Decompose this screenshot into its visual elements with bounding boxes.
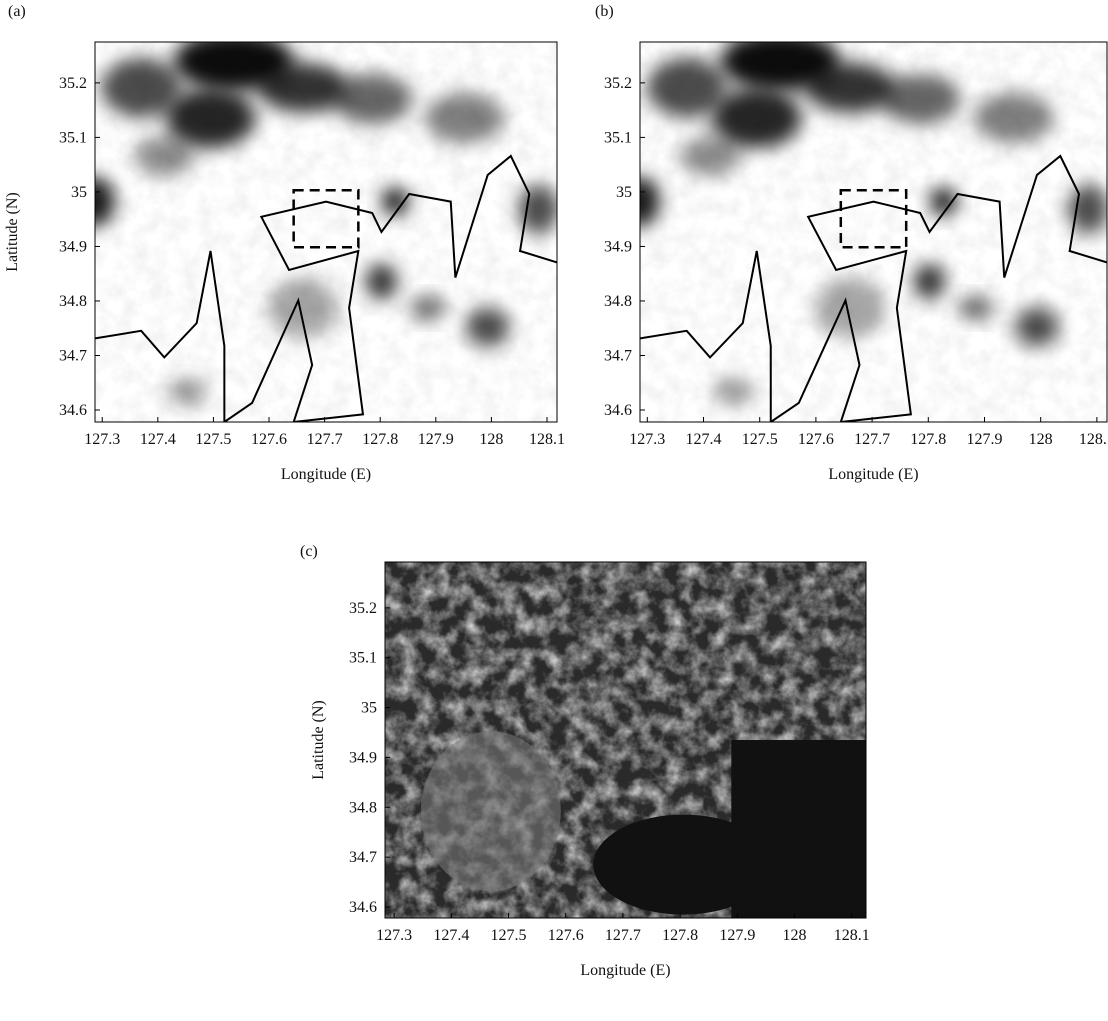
x-tick-label: 128 bbox=[1029, 431, 1053, 448]
x-axis-label: Longitude (E) bbox=[281, 466, 371, 483]
y-tick-label: 35.2 bbox=[59, 75, 87, 92]
y-tick-label: 34.6 bbox=[349, 899, 377, 916]
y-tick-label: 35.1 bbox=[604, 129, 632, 146]
x-tick-label: 128 bbox=[479, 431, 503, 448]
terrain bbox=[647, 58, 727, 118]
terrain bbox=[167, 378, 207, 406]
y-tick-label: 34.7 bbox=[59, 347, 87, 364]
terrain bbox=[974, 93, 1054, 143]
y-tick-label: 34.6 bbox=[59, 402, 87, 419]
y-tick-label: 35.2 bbox=[349, 600, 377, 617]
x-tick-label: 127.5 bbox=[195, 431, 231, 448]
y-tick-label: 34.9 bbox=[59, 238, 87, 255]
terrain bbox=[713, 378, 753, 406]
terrain bbox=[365, 263, 397, 299]
x-tick-label: 127.6 bbox=[251, 431, 287, 448]
map-image bbox=[75, 31, 559, 422]
x-tick-label: 127.8 bbox=[362, 431, 398, 448]
y-tick-label: 35 bbox=[71, 184, 87, 201]
bay bbox=[421, 731, 561, 891]
terrain bbox=[332, 74, 412, 124]
panel-label: (b) bbox=[595, 3, 614, 20]
map-image bbox=[620, 31, 1108, 422]
y-tick-label: 34.9 bbox=[349, 749, 377, 766]
y-tick-label: 34.9 bbox=[604, 238, 632, 255]
y-tick-label: 34.8 bbox=[604, 293, 632, 310]
x-tick-label: 127.7 bbox=[307, 431, 343, 448]
terrain bbox=[1015, 307, 1059, 347]
y-tick-label: 35.2 bbox=[604, 75, 632, 92]
x-tick-label: 127.6 bbox=[548, 927, 584, 944]
terrain bbox=[101, 58, 181, 118]
x-tick-label: 128.1 bbox=[529, 431, 565, 448]
terrain bbox=[680, 136, 740, 176]
x-tick-label: 127.6 bbox=[798, 431, 834, 448]
x-tick-label: 127.7 bbox=[605, 927, 641, 944]
y-tick-label: 35 bbox=[361, 700, 377, 717]
y-tick-label: 34.8 bbox=[349, 799, 377, 816]
panel-label: (a) bbox=[8, 3, 26, 20]
x-tick-label: 127.5 bbox=[742, 431, 778, 448]
y-tick-label: 34.7 bbox=[604, 347, 632, 364]
figure: 127.3 127.4 127.5 127.6 127.7 127.8 127.9 128 12… bbox=[0, 0, 1108, 1016]
x-tick-label: 127.4 bbox=[433, 927, 469, 944]
terrain bbox=[410, 296, 446, 320]
terrain bbox=[815, 278, 885, 338]
terrain bbox=[425, 93, 505, 143]
x-tick-label: 127.4 bbox=[140, 431, 176, 448]
x-tick-label: 127.8 bbox=[910, 431, 946, 448]
y-axis-label: Latitude (N) bbox=[310, 700, 327, 780]
x-tick-label: 127.5 bbox=[491, 927, 527, 944]
x-axis-label: Longitude (E) bbox=[828, 466, 918, 483]
y-tick-label: 34.8 bbox=[59, 293, 87, 310]
panel-label: (c) bbox=[300, 543, 318, 560]
x-tick-label: 127.9 bbox=[418, 431, 454, 448]
y-axis-label: Latitude (N) bbox=[4, 192, 21, 272]
terrain bbox=[466, 307, 510, 347]
x-tick-label: 127.7 bbox=[854, 431, 890, 448]
y-tick-label: 34.7 bbox=[349, 849, 377, 866]
y-tick-label: 34.6 bbox=[604, 402, 632, 419]
terrain bbox=[880, 74, 960, 124]
terrain bbox=[268, 278, 338, 338]
x-tick-label: 127.3 bbox=[376, 927, 412, 944]
terrain bbox=[134, 136, 194, 176]
x-tick-label: 127.9 bbox=[966, 431, 1002, 448]
y-tick-label: 35.1 bbox=[349, 650, 377, 667]
terrain bbox=[914, 263, 946, 299]
x-tick-label: 128.1 bbox=[1079, 431, 1108, 448]
x-tick-label: 127.4 bbox=[686, 431, 722, 448]
map-image bbox=[385, 562, 876, 918]
sea bbox=[593, 815, 773, 915]
x-tick-label: 127.3 bbox=[629, 431, 665, 448]
x-tick-label: 127.8 bbox=[662, 927, 698, 944]
x-axis-label: Longitude (E) bbox=[580, 962, 670, 979]
y-tick-label: 35 bbox=[616, 184, 632, 201]
x-tick-label: 127.3 bbox=[84, 431, 120, 448]
x-tick-label: 128 bbox=[783, 927, 807, 944]
x-tick-label: 128.1 bbox=[834, 927, 870, 944]
terrain bbox=[958, 296, 994, 320]
x-tick-label: 127.9 bbox=[719, 927, 755, 944]
y-tick-label: 35.1 bbox=[59, 129, 87, 146]
